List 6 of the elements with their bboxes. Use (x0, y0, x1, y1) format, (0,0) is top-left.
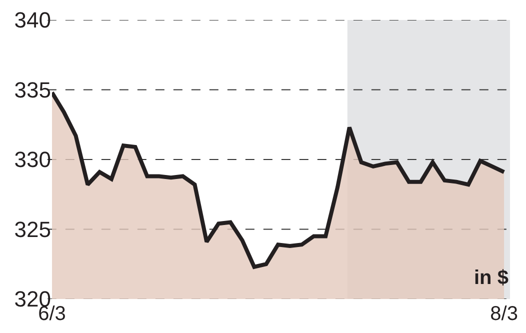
y-tick-label: 325 (14, 216, 51, 242)
y-tick-label: 330 (14, 147, 51, 172)
x-tick-label: 8/3 (490, 303, 518, 325)
annotation: in $ (474, 267, 508, 289)
y-tick-label: 340 (14, 8, 51, 33)
y-tick-label: 335 (14, 77, 51, 102)
